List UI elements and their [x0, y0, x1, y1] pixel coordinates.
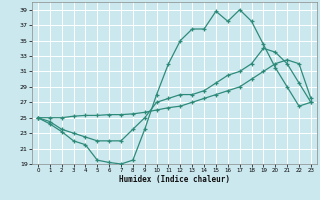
- X-axis label: Humidex (Indice chaleur): Humidex (Indice chaleur): [119, 175, 230, 184]
